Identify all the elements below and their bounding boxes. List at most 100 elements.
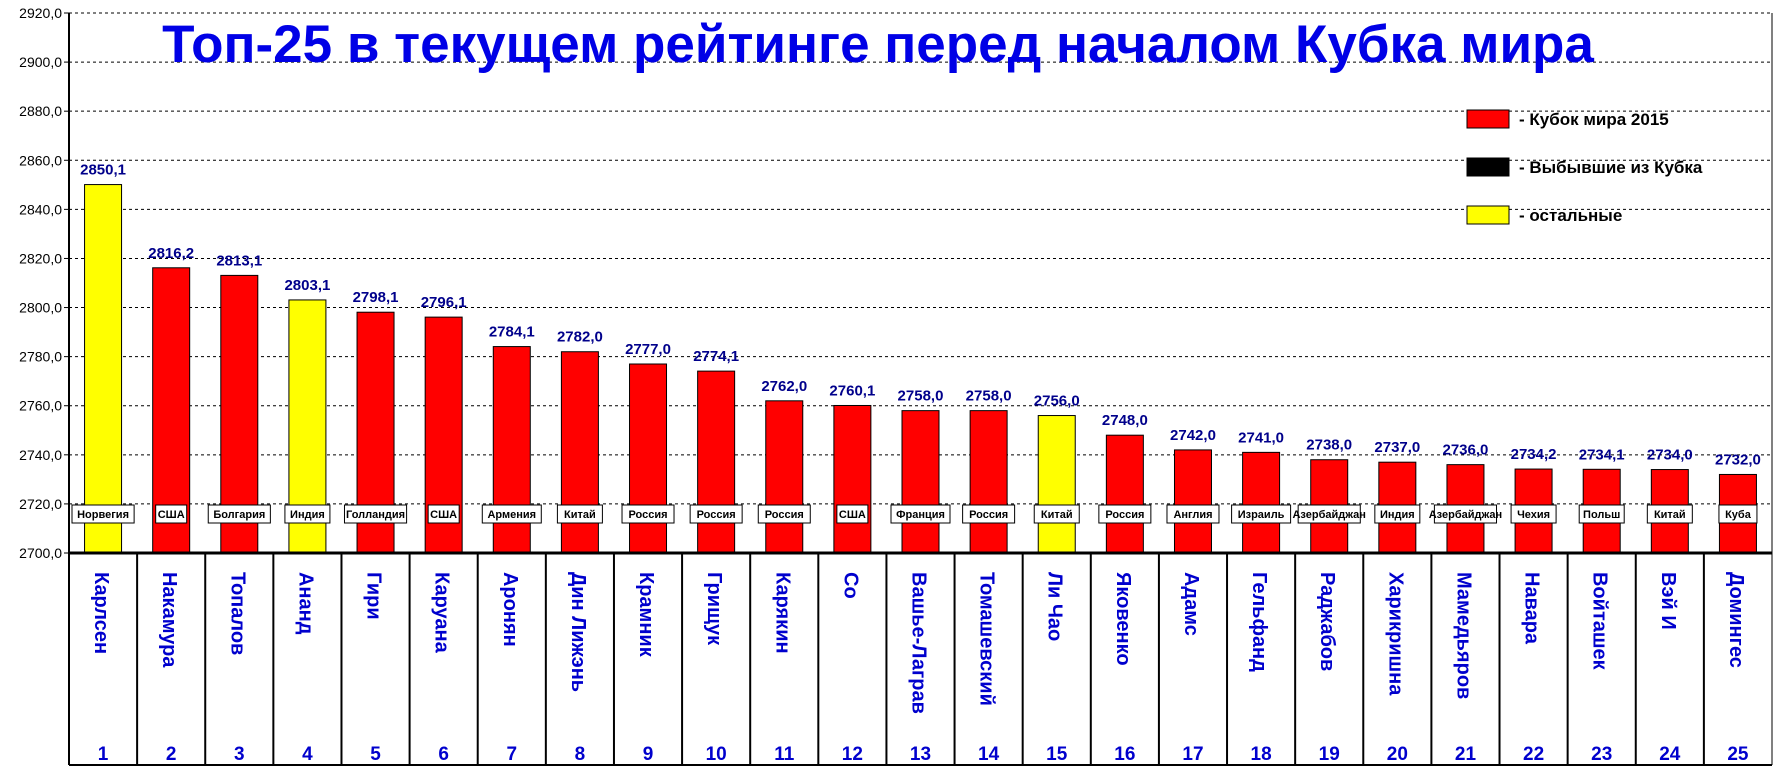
- country-box: [284, 504, 331, 524]
- country-box: [1433, 504, 1498, 524]
- legend-swatch: [1466, 205, 1510, 225]
- rank-number: 22: [1523, 744, 1544, 765]
- country-label: США: [430, 509, 457, 521]
- y-tick-label: 2720,0: [19, 496, 62, 512]
- country-label: Россия: [628, 509, 667, 521]
- country-label: Азербайджан: [1292, 509, 1365, 521]
- country-box: [1166, 504, 1220, 524]
- player-name: Ананд: [294, 572, 316, 635]
- value-label: 2737,0: [1374, 439, 1420, 456]
- y-tick-label: 2800,0: [19, 300, 62, 316]
- country-box: [427, 504, 460, 524]
- rank-number: 17: [1182, 744, 1203, 765]
- y-tick-label: 2860,0: [19, 152, 62, 168]
- country-label: Россия: [765, 509, 804, 521]
- legend-label: - Выбывшие из Кубка: [1519, 158, 1703, 177]
- country-box: [621, 504, 675, 524]
- country-label: Голландия: [346, 509, 405, 521]
- country-label: Израиль: [1238, 509, 1285, 521]
- rank-number: 5: [370, 744, 381, 765]
- value-labels: 2850,1 2816,2 2813,1 2803,1 2798,1 2796,1 2784…: [80, 162, 1761, 469]
- legend-swatch: [1466, 109, 1510, 129]
- rank-number: 20: [1387, 744, 1408, 765]
- player-name: Навара: [1521, 572, 1543, 645]
- country-label: Азербайджан: [1429, 509, 1502, 521]
- rank-number: 3: [234, 744, 245, 765]
- rank-number: 14: [978, 744, 1000, 765]
- rank-number: 21: [1455, 744, 1477, 765]
- player-name: Вашье-Лаграв: [908, 572, 930, 714]
- country-label: Китай: [1654, 509, 1686, 521]
- player-name: Грищук: [703, 572, 725, 646]
- axes: [68, 13, 1773, 766]
- bar: [697, 370, 736, 554]
- legend: - Кубок мира 2015 - Выбывшие из Кубка - ос…: [1466, 109, 1703, 225]
- country-label: Китай: [564, 509, 596, 521]
- value-label: 2758,0: [966, 388, 1012, 405]
- rank-number: 24: [1659, 744, 1681, 765]
- rank-number: 25: [1727, 744, 1749, 765]
- bar: [1105, 434, 1144, 554]
- player-name: Яковенко: [1112, 572, 1134, 666]
- y-tick-label: 2740,0: [19, 447, 62, 463]
- country-box: [1718, 504, 1758, 524]
- rank-number: 18: [1251, 744, 1272, 765]
- country-box: [556, 504, 603, 524]
- rank-number: 10: [706, 744, 727, 765]
- bar: [765, 400, 804, 554]
- y-axis-ticks: 2700,0 2720,0 2740,0 2760,0 2780,0 2800,0 2820…: [19, 5, 69, 561]
- value-label: 2774,1: [693, 348, 739, 365]
- rank-number: 12: [842, 744, 863, 765]
- country-box: [1578, 504, 1625, 524]
- player-name: Томашевский: [976, 572, 998, 706]
- player-names: Карлсен Накамура Топалов Ананд Гири Каруана Ар…: [90, 572, 1747, 714]
- rank-number: 13: [910, 744, 931, 765]
- rank-numbers: 1 2 3 4 5 6 7 8 9 10 11 12 13 14 15 16 17 18 19 20 21 22 23 24 2…: [98, 744, 1749, 765]
- value-label: 2782,0: [557, 329, 603, 346]
- rank-number: 1: [98, 744, 109, 765]
- player-name: Мамедьяров: [1452, 572, 1474, 699]
- bar: [629, 363, 668, 554]
- country-label: Россия: [697, 509, 736, 521]
- y-tick-label: 2780,0: [19, 349, 62, 365]
- player-name: Аронян: [499, 572, 521, 647]
- bar: [901, 410, 940, 554]
- player-name: Каруана: [431, 572, 453, 654]
- chart-title: Топ-25 в текущем рейтинге перед началом …: [162, 15, 1594, 74]
- player-name: Харикришна: [1384, 572, 1406, 696]
- country-label: Россия: [1105, 509, 1144, 521]
- bar: [833, 404, 872, 554]
- country-label: Польш: [1583, 509, 1620, 521]
- country-label: Китай: [1041, 509, 1073, 521]
- bars: [84, 184, 1757, 554]
- player-name: Накамура: [158, 572, 180, 668]
- country-box: [1374, 504, 1421, 524]
- rank-number: 4: [302, 744, 313, 765]
- value-label: 2758,0: [898, 388, 944, 405]
- legend-swatch: [1466, 157, 1510, 177]
- y-tick-label: 2820,0: [19, 250, 62, 266]
- player-name: Адамс: [1180, 572, 1202, 636]
- country-label: Чехия: [1517, 509, 1550, 521]
- bar: [969, 410, 1008, 554]
- bar: [1242, 451, 1281, 554]
- country-label: Англия: [1173, 509, 1212, 521]
- legend-label: - Кубок мира 2015: [1519, 110, 1669, 129]
- value-label: 2850,1: [80, 162, 126, 179]
- country-box: [962, 504, 1016, 524]
- country-box: [1297, 504, 1361, 524]
- value-label: 2734,0: [1647, 447, 1693, 464]
- player-name: Крамник: [635, 572, 657, 658]
- player-name: Гири: [363, 572, 385, 620]
- country-box: [71, 504, 135, 524]
- value-label: 2756,0: [1034, 393, 1080, 410]
- player-name: Топалов: [226, 572, 248, 655]
- rank-number: 8: [575, 744, 586, 765]
- value-label: 2816,2: [148, 245, 194, 262]
- bar: [84, 184, 123, 554]
- country-label: Индия: [1380, 509, 1415, 521]
- rank-number: 2: [166, 744, 177, 765]
- y-tick-label: 2840,0: [19, 201, 62, 217]
- country-label: Болгария: [213, 509, 265, 521]
